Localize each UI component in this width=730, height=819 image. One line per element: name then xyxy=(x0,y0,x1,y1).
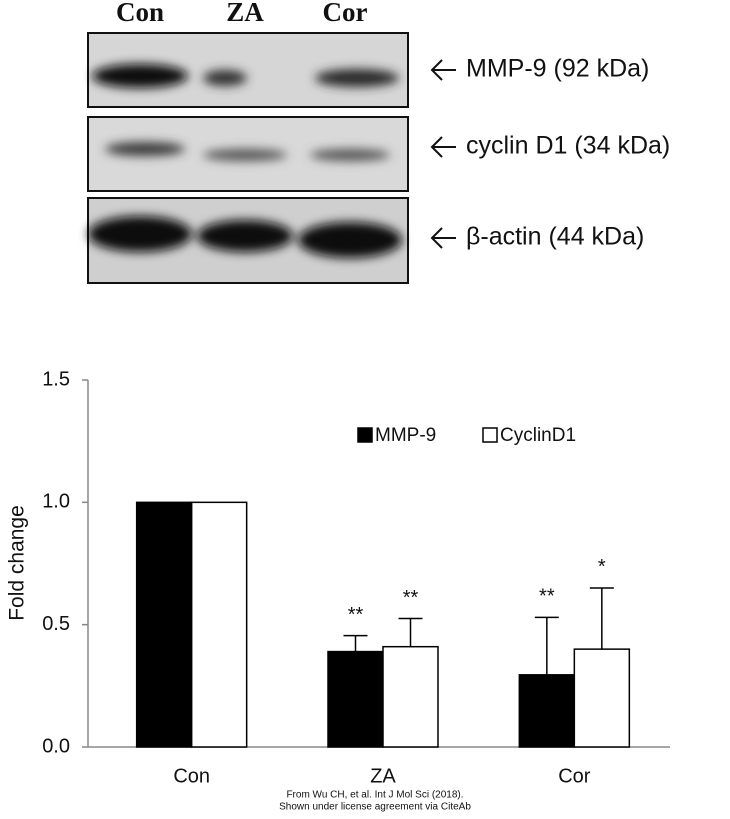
bar xyxy=(135,501,193,748)
legend-swatch xyxy=(357,427,373,443)
bar xyxy=(327,650,384,748)
significance: ** xyxy=(348,604,364,626)
lane-label: ZA xyxy=(226,0,264,27)
significance: ** xyxy=(403,587,419,609)
band-label: MMP-9 (92 kDa) xyxy=(466,55,649,83)
significance: ** xyxy=(539,586,555,608)
bar xyxy=(518,674,576,748)
band-label: cyclin D1 (34 kDa) xyxy=(466,132,670,160)
y-tick-label: 1.0 xyxy=(42,491,70,513)
y-tick-label: 0.0 xyxy=(42,735,70,757)
x-tick-label: Cor xyxy=(558,765,591,787)
bands xyxy=(88,64,402,258)
legend-label: MMP-9 xyxy=(375,425,436,446)
arrows xyxy=(430,59,456,249)
legend-label: CyclinD1 xyxy=(500,425,576,446)
x-tick-label: ZA xyxy=(370,765,396,787)
significance: * xyxy=(598,556,606,578)
x-tick-label: Con xyxy=(173,765,210,787)
y-axis-label: Fold change xyxy=(6,505,29,621)
western-blot: Con ZA Cor MMP-9 (92 kDa) cyclin D1 (34 … xyxy=(87,0,670,284)
caption: From Wu CH, et al. Int J Mol Sci (2018). xyxy=(286,790,463,801)
lane-label: Cor xyxy=(323,0,368,27)
band-label: β-actin (44 kDa) xyxy=(466,223,644,251)
bar xyxy=(573,648,631,748)
lane-label: Con xyxy=(116,0,164,27)
bar xyxy=(382,645,439,748)
bar xyxy=(190,501,248,748)
y-tick-label: 0.5 xyxy=(42,613,70,635)
caption: Shown under license agreement via CiteAb xyxy=(279,802,471,813)
legend-swatch xyxy=(482,427,498,443)
y-tick-label: 1.5 xyxy=(42,368,70,390)
